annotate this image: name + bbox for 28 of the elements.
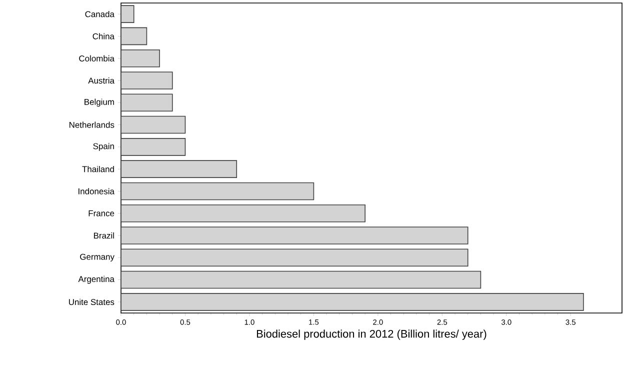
- y-tick-label: Canada: [85, 10, 114, 18]
- y-tick-label: Germany: [80, 254, 114, 262]
- y-tick-label: China: [92, 33, 114, 40]
- y-tick-label: Austria: [88, 77, 114, 84]
- bar: [121, 49, 160, 68]
- bar: [121, 293, 584, 311]
- bar: [121, 116, 186, 134]
- bar: [121, 72, 173, 90]
- bar: [121, 94, 173, 112]
- y-tick-label: Brazil: [94, 232, 114, 239]
- bar: [121, 160, 238, 178]
- y-tick-label: Thailand: [82, 166, 114, 172]
- y-tick-label: France: [88, 210, 114, 216]
- bar: [121, 270, 482, 289]
- y-tick-label: Belgium: [84, 98, 114, 107]
- x-axis-title: Biodiesel production in 2012 (Billion litres/ year): [256, 330, 486, 340]
- bar: [121, 204, 366, 222]
- bar: [121, 226, 468, 244]
- y-tick-label: Netherlands: [70, 122, 114, 128]
- bar: [121, 182, 314, 200]
- bar: [121, 27, 148, 46]
- y-tick-label: Spain: [93, 142, 114, 151]
- y-tick-label: Argentina: [78, 276, 114, 284]
- y-tick-label: Indonesia: [78, 188, 114, 194]
- y-tick-label: Colombia: [79, 55, 114, 62]
- bar: [121, 138, 186, 156]
- y-tick-label: Unite States: [69, 298, 114, 306]
- bar: [121, 248, 468, 267]
